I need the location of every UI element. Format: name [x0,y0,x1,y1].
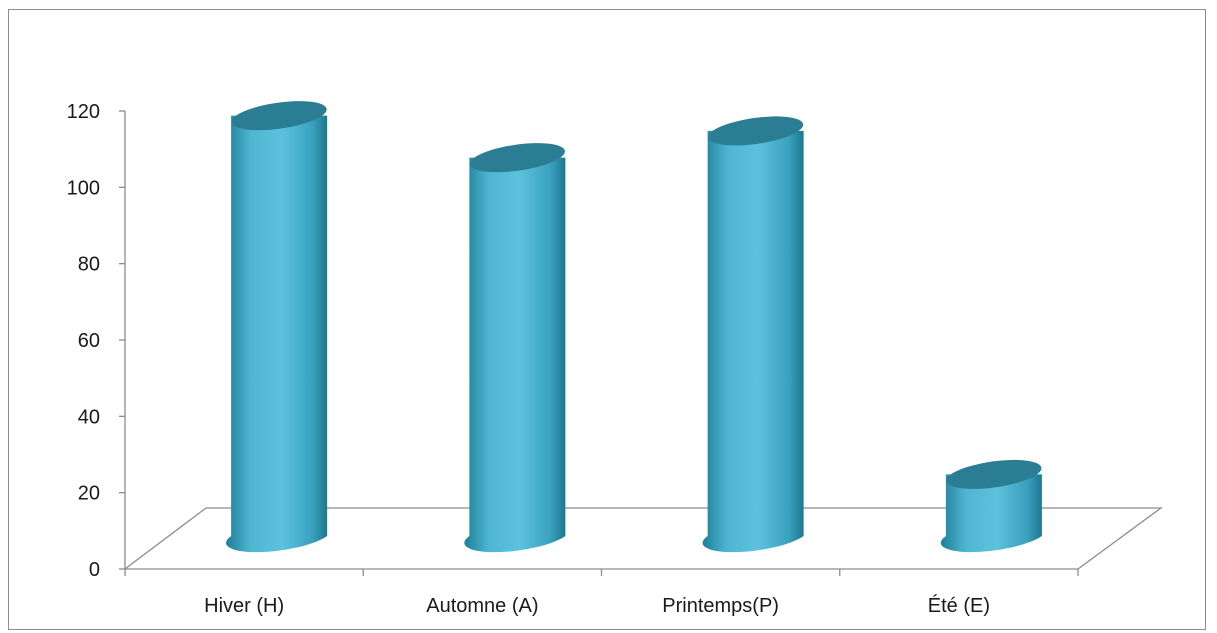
bar-top [708,116,804,146]
x-tick-label: Été (E) [928,594,990,617]
bar-body [702,130,804,553]
bar-top [469,143,565,173]
y-tick-label: 80 [78,254,100,276]
bar [940,459,1042,553]
x-tick-label: Hiver (H) [204,595,284,617]
y-tick-label: 100 [67,177,100,199]
bar-top [946,459,1042,489]
y-tick-label: 20 [78,483,100,505]
y-tick-label: 0 [89,559,100,581]
y-tick-label: 40 [78,406,100,428]
bar-body [464,157,566,553]
bar [702,116,804,553]
bar [226,101,328,553]
y-tick-label: 60 [78,330,100,352]
x-tick-label: Automne (A) [426,595,538,617]
bar-body [226,115,328,553]
chart-floor [124,507,1163,570]
bar-top [231,101,327,131]
bar [464,143,566,553]
x-tick-label: Printemps(P) [662,595,779,617]
y-tick-label: 120 [67,101,100,123]
bar-body [940,474,1042,553]
